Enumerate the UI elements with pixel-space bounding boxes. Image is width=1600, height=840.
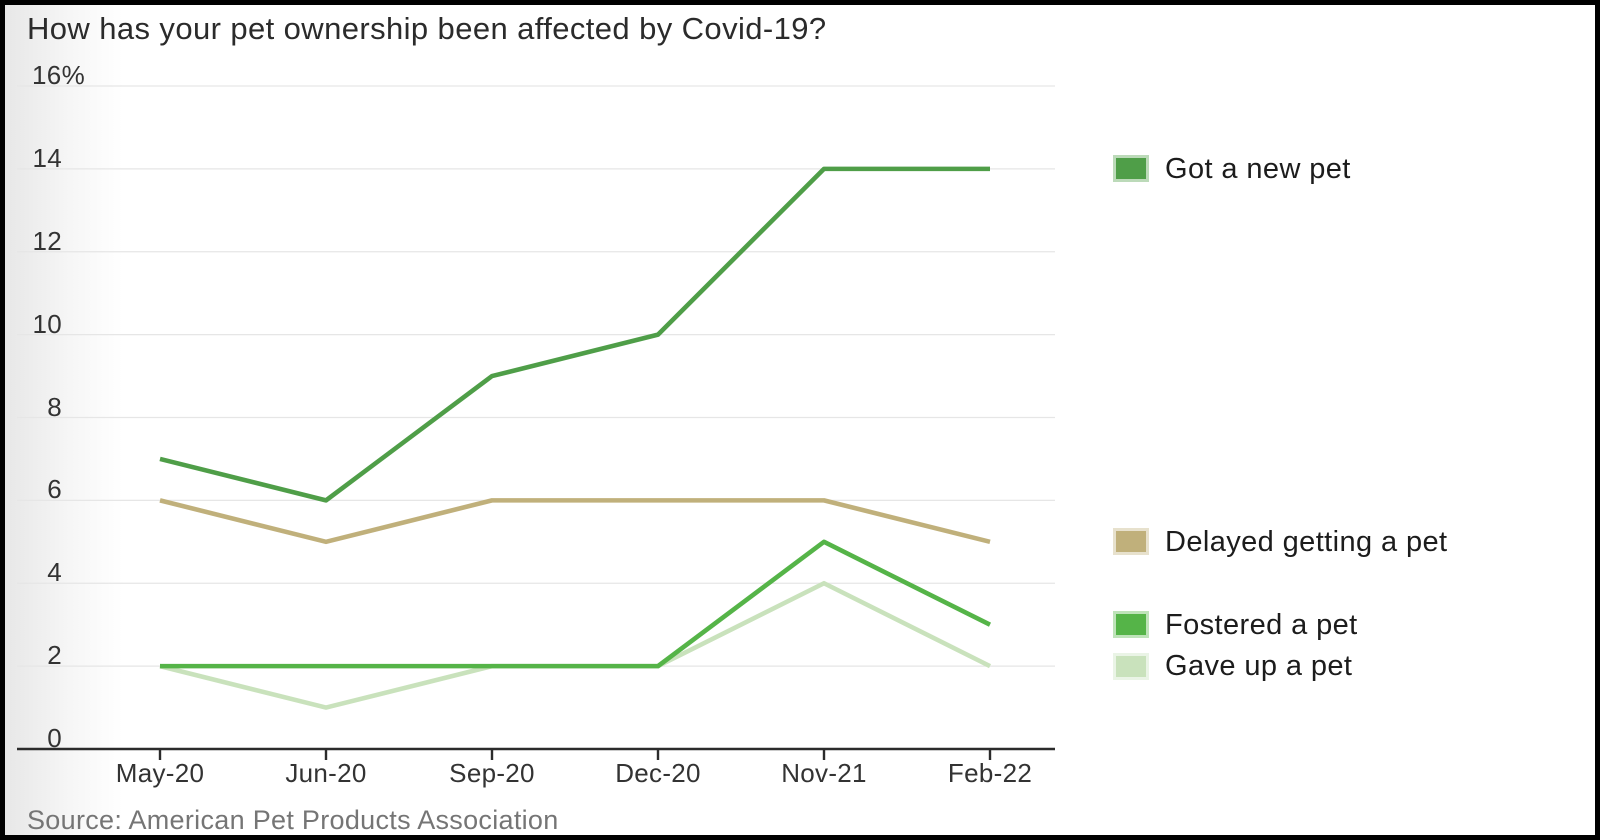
y-axis-tick-label: 14 — [32, 142, 62, 173]
legend-swatch — [1116, 531, 1146, 553]
y-axis-tick-label: 10 — [32, 308, 62, 339]
x-axis-tick-label: Nov-21 — [781, 758, 867, 788]
legend-item: Delayed getting a pet — [1116, 527, 1447, 557]
source-note: Source: American Pet Products Associatio… — [27, 805, 559, 835]
y-axis-tick-label: 12 — [32, 225, 62, 256]
legend-item: Fostered a pet — [1116, 610, 1358, 640]
legend-swatch — [1116, 614, 1146, 636]
y-axis-tick-label: 2 — [47, 640, 62, 671]
x-axis-tick-label: Sep-20 — [449, 758, 535, 788]
y-axis-tick-label: 6 — [47, 474, 62, 505]
legend-label: Gave up a pet — [1165, 650, 1353, 683]
y-axis-tick-label: 0 — [47, 723, 62, 753]
y-axis-tick-label: 8 — [47, 391, 62, 422]
chart-title: How has your pet ownership been affected… — [27, 11, 827, 46]
legend-item: Gave up a pet — [1116, 651, 1352, 681]
series-line — [159, 580, 992, 710]
x-axis-tick-label: May-20 — [115, 758, 205, 788]
x-axis-tick-label: Jun-20 — [285, 758, 367, 788]
legend-label: Delayed getting a pet — [1165, 525, 1448, 558]
series-line — [160, 539, 992, 669]
plot-area — [17, 85, 1055, 760]
legend-item: Got a new pet — [1116, 154, 1351, 184]
legend-swatch — [1116, 158, 1146, 180]
series-line — [159, 498, 991, 545]
y-axis-tick-label: 16% — [32, 60, 85, 90]
legend-label: Got a new pet — [1165, 152, 1351, 185]
legend-label: Fostered a pet — [1165, 608, 1358, 641]
x-axis-tick-label: Feb-22 — [947, 758, 1033, 788]
y-axis-tick-label: 4 — [47, 557, 62, 588]
legend-swatch — [1116, 655, 1146, 677]
x-axis-tick-label: Dec-20 — [615, 758, 701, 788]
series-line — [159, 166, 990, 503]
